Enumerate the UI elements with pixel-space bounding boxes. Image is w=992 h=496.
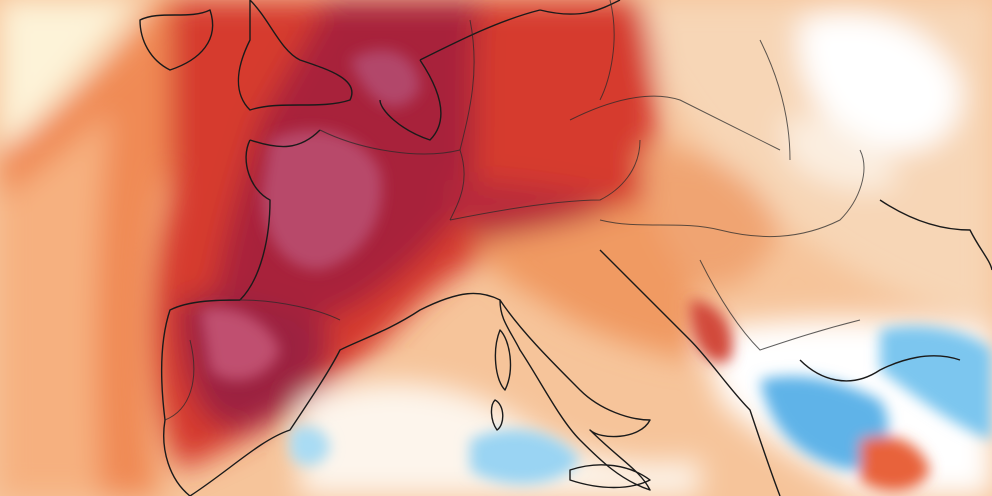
border xyxy=(164,339,195,421)
border xyxy=(239,299,341,321)
extreme-core xyxy=(200,307,280,381)
extreme-core xyxy=(350,50,420,107)
sicily xyxy=(569,464,651,489)
italy xyxy=(499,299,651,491)
black-sea-coast xyxy=(879,199,992,271)
adriatic-coast xyxy=(599,249,781,496)
hot-zone xyxy=(690,300,733,363)
borders xyxy=(164,0,865,421)
border xyxy=(459,19,475,151)
warm-zone xyxy=(0,110,110,496)
border xyxy=(599,149,865,238)
warm-zone xyxy=(860,436,930,491)
extreme-zone xyxy=(450,180,620,240)
warm-zone xyxy=(640,148,780,288)
coastlines xyxy=(139,0,992,496)
border xyxy=(599,0,615,101)
neutral-zone xyxy=(798,12,962,152)
benelux-coast xyxy=(379,59,442,141)
border xyxy=(449,139,641,221)
france-spain-coast xyxy=(161,129,321,496)
cold-zone xyxy=(880,326,992,440)
ireland xyxy=(139,9,214,71)
britain xyxy=(237,0,353,111)
border xyxy=(699,259,861,351)
cool-zone xyxy=(0,0,140,160)
border xyxy=(569,95,781,151)
cold-zone xyxy=(760,376,889,470)
aegean-coast xyxy=(799,355,961,382)
detail-field xyxy=(200,50,992,491)
neutral-zone xyxy=(780,118,900,191)
warm-zone xyxy=(470,200,696,360)
extreme-core xyxy=(261,130,382,270)
north-coast xyxy=(419,0,621,61)
islands xyxy=(490,329,512,431)
border xyxy=(759,39,791,161)
med-coast xyxy=(189,292,501,496)
cold-zone xyxy=(470,429,580,484)
cold-zone xyxy=(290,426,330,466)
border xyxy=(319,129,465,221)
